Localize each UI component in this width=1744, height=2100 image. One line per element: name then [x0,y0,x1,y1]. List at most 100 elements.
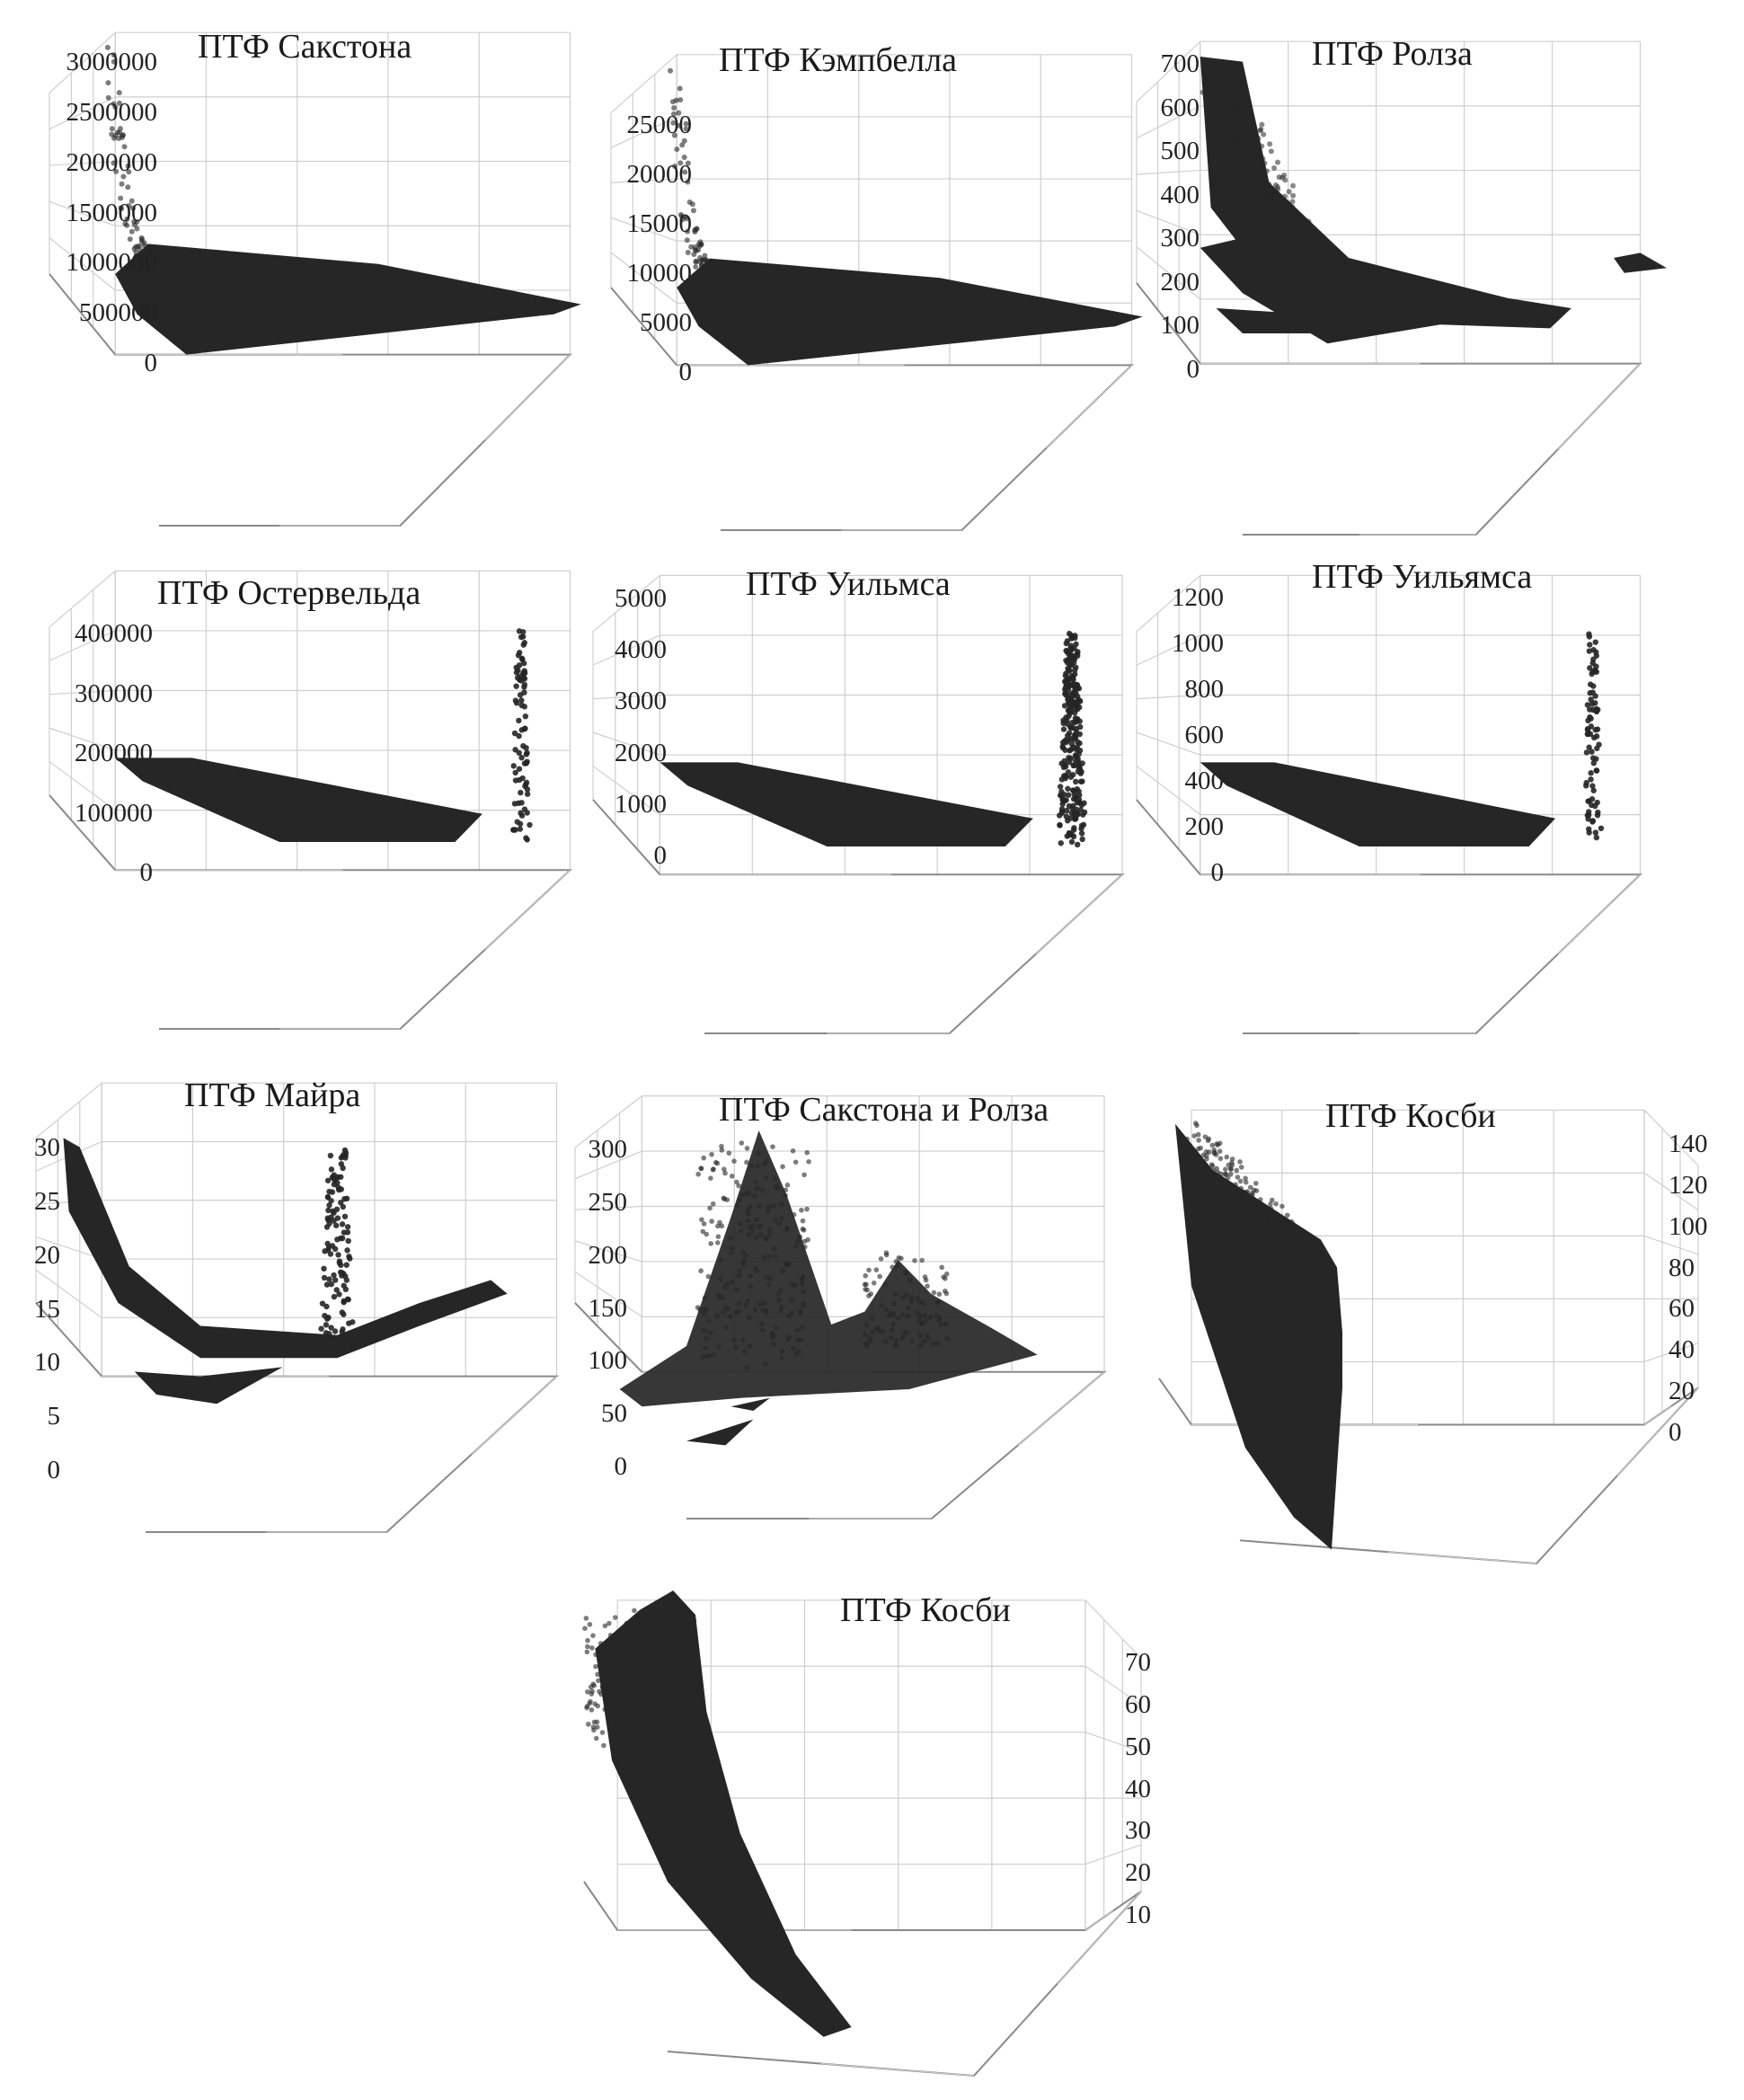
data-point [1281,222,1288,228]
point-cloud [1614,253,1667,273]
data-point [647,1684,653,1690]
data-point [1592,667,1598,673]
data-point [1238,1165,1244,1170]
data-point [790,1281,795,1288]
data-point [325,1207,332,1214]
data-point [1071,709,1078,716]
data-point [1589,670,1595,678]
data-point [1058,840,1064,846]
data-point [1267,192,1273,199]
data-point [1593,767,1599,774]
data-point [757,1232,764,1238]
data-point [514,819,520,825]
data-point [604,1688,609,1693]
data-point [862,1332,868,1338]
data-point [1261,185,1267,191]
data-point [691,1723,696,1730]
data-point [621,1636,626,1642]
data-point [903,1329,909,1335]
data-point [340,1203,347,1210]
chart-plot-3 [1136,40,1667,536]
data-point [1233,1193,1239,1200]
data-point [1289,199,1296,205]
data-point [1295,1240,1301,1246]
data-point [1072,719,1078,726]
data-point [759,1321,765,1327]
data-point [113,168,120,174]
data-point [914,1296,920,1301]
data-point [657,1698,663,1705]
data-point [130,205,137,211]
data-point [790,1147,796,1154]
z-tick-label: 150 [588,1293,628,1323]
data-point [681,1688,686,1694]
data-point [784,1263,790,1268]
data-point [1079,836,1085,843]
data-point [1223,1166,1228,1173]
data-point [912,1258,917,1263]
grid-line [49,237,116,291]
data-point [766,1231,773,1237]
data-point [1262,160,1268,166]
data-point [721,1295,726,1300]
data-point [741,1349,748,1354]
data-point [1273,227,1279,234]
data-point [1246,189,1253,195]
data-point [1078,830,1085,837]
data-point [1253,1181,1259,1186]
panel-4-grid [49,570,573,1030]
data-point [659,1631,665,1636]
data-point [322,1312,328,1319]
data-point [879,1302,884,1308]
data-point [324,1240,331,1247]
chart-title: ПТФ Сакстона [198,28,412,66]
z-tick-label: 120 [1669,1170,1708,1200]
data-point [699,257,705,263]
grid-line [592,574,660,633]
data-point [1234,1167,1240,1174]
data-point [1244,152,1251,158]
data-point [1228,116,1235,122]
chart-title: ПТФ Сакстона и Ролза [719,1091,1049,1129]
data-point [521,684,527,690]
data-point [1066,630,1073,637]
data-point [744,1365,749,1370]
data-point [339,1221,346,1227]
data-point [764,1307,769,1313]
data-point [1068,838,1076,846]
data-point [686,1718,691,1724]
data-point [641,1678,647,1684]
data-point [122,220,128,226]
data-point [752,1265,758,1271]
data-point [523,781,529,788]
data-point [1586,631,1592,637]
data-point [109,126,115,132]
data-point [1232,102,1238,108]
data-point [757,1203,762,1209]
grid-line [610,116,677,149]
data-point [1058,788,1065,795]
data-point [1282,208,1288,214]
data-point [766,1204,772,1209]
data-point [1237,134,1244,140]
data-point [1301,1232,1307,1237]
data-point [1261,210,1267,217]
data-point [864,1287,870,1293]
data-point [779,1355,784,1361]
panel-1-grid [49,31,572,527]
data-point [680,1729,686,1735]
data-point [1279,1203,1285,1209]
data-point [743,1253,748,1258]
data-point [1586,648,1593,654]
data-point [880,1328,886,1334]
data-point [681,155,687,161]
data-point [736,1198,742,1203]
data-point [686,1626,693,1632]
data-point [319,1300,326,1307]
data-point [620,1704,626,1710]
data-point [332,1277,339,1283]
data-point [1262,176,1269,182]
panel-8-series [619,1130,1038,1446]
data-point [1180,1134,1186,1140]
data-point [1067,692,1074,698]
